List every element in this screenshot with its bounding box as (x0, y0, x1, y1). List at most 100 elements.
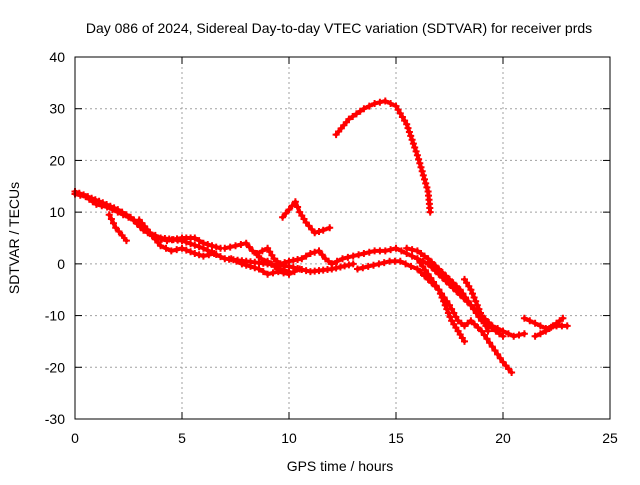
data-point-marker (401, 117, 409, 125)
data-point-marker (336, 263, 344, 271)
data-point-marker (413, 247, 421, 255)
data-point-marker (122, 211, 130, 219)
data-point-marker (417, 269, 425, 276)
data-point-marker (264, 257, 272, 265)
data-point-marker (392, 244, 400, 252)
data-point-marker (274, 268, 282, 276)
data-point-marker (182, 246, 190, 254)
data-point-marker (464, 297, 472, 305)
data-point-marker (536, 330, 544, 338)
data-point-marker (178, 244, 186, 252)
data-point-marker (162, 244, 170, 252)
data-point-marker (409, 140, 417, 148)
data-point-marker (442, 272, 450, 280)
data-point-marker (245, 243, 253, 251)
data-point-marker (349, 113, 357, 120)
data-point-marker (122, 237, 130, 245)
data-point-marker (446, 275, 453, 283)
data-point-marker (107, 215, 115, 223)
data-point-marker (421, 175, 428, 183)
data-point-marker (208, 242, 216, 250)
data-point-marker (381, 247, 389, 255)
data-point-marker (424, 255, 432, 263)
data-point-marker (354, 265, 361, 273)
series-sat-f (227, 255, 304, 278)
data-point-marker (276, 260, 284, 268)
data-point-marker (411, 144, 419, 151)
axis-ticks: 0 5 10 15 20 25 -30 -20 -10 0 10 20 30 40 (45, 49, 618, 446)
data-point-marker (103, 201, 111, 208)
data-point-marker (167, 247, 175, 255)
data-point-marker (349, 252, 357, 260)
data-point-marker (371, 100, 379, 107)
data-point-marker (440, 297, 448, 305)
data-point-marker (494, 350, 502, 358)
data-point-marker (271, 262, 279, 270)
data-point-marker (199, 252, 207, 260)
data-point-marker (226, 243, 234, 251)
y-axis-label: SDTVAR / TECUs (6, 182, 22, 294)
data-point-marker (441, 301, 449, 309)
data-point-marker (112, 224, 120, 232)
data-point-marker (559, 314, 567, 322)
data-point-marker (298, 255, 306, 263)
data-point-marker (467, 301, 475, 309)
series-sat-n (531, 314, 567, 340)
data-point-marker (232, 242, 239, 250)
data-point-marker (432, 282, 440, 290)
data-point-marker (95, 197, 103, 205)
data-point-marker (291, 198, 299, 206)
data-point-marker (396, 109, 404, 117)
data-point-marker (459, 290, 467, 298)
data-point-marker (473, 301, 481, 309)
data-point-marker (195, 243, 203, 251)
data-point-marker (482, 322, 490, 330)
data-point-marker (499, 332, 507, 340)
data-point-marker (515, 331, 523, 339)
data-point-marker (424, 270, 432, 278)
data-point-marker (173, 246, 181, 254)
series-sat-g (253, 244, 336, 268)
data-point-marker (158, 235, 166, 243)
data-point-marker (387, 100, 395, 107)
x-tick-label: 15 (388, 430, 404, 446)
data-point-marker (542, 327, 550, 335)
data-point-marker (285, 206, 293, 214)
data-point-marker (221, 244, 229, 252)
data-point-marker (480, 317, 488, 325)
data-point-marker (427, 274, 435, 282)
data-point-marker (191, 234, 199, 242)
data-point-marker (238, 260, 246, 268)
data-point-marker (280, 269, 288, 277)
data-point-marker (105, 211, 113, 219)
data-point-marker (435, 265, 443, 273)
data-point-marker (404, 124, 412, 132)
data-point-marker (462, 294, 469, 301)
data-point-marker (217, 253, 224, 261)
data-point-marker (419, 171, 427, 179)
data-point-marker (258, 247, 266, 255)
data-point-marker (199, 239, 207, 247)
data-point-marker (510, 332, 518, 340)
data-point-marker (504, 330, 512, 338)
data-point-marker (443, 305, 451, 313)
data-point-marker (264, 270, 272, 278)
data-point-marker (249, 247, 257, 255)
data-point-marker (257, 255, 265, 263)
data-point-marker (349, 260, 357, 268)
data-point-marker (413, 265, 421, 273)
data-point-marker (486, 339, 494, 347)
y-tick-label: 0 (57, 256, 65, 272)
series-sat-d (135, 216, 218, 260)
data-point-marker (242, 261, 250, 269)
data-point-marker (531, 319, 539, 327)
data-point-marker (344, 253, 352, 261)
data-point-marker (444, 309, 452, 317)
data-point-marker (326, 224, 334, 232)
data-point-marker (282, 209, 290, 217)
data-point-marker (315, 247, 323, 255)
data-point-marker (106, 202, 114, 210)
data-point-marker (413, 255, 421, 263)
data-point-marker (227, 255, 235, 263)
